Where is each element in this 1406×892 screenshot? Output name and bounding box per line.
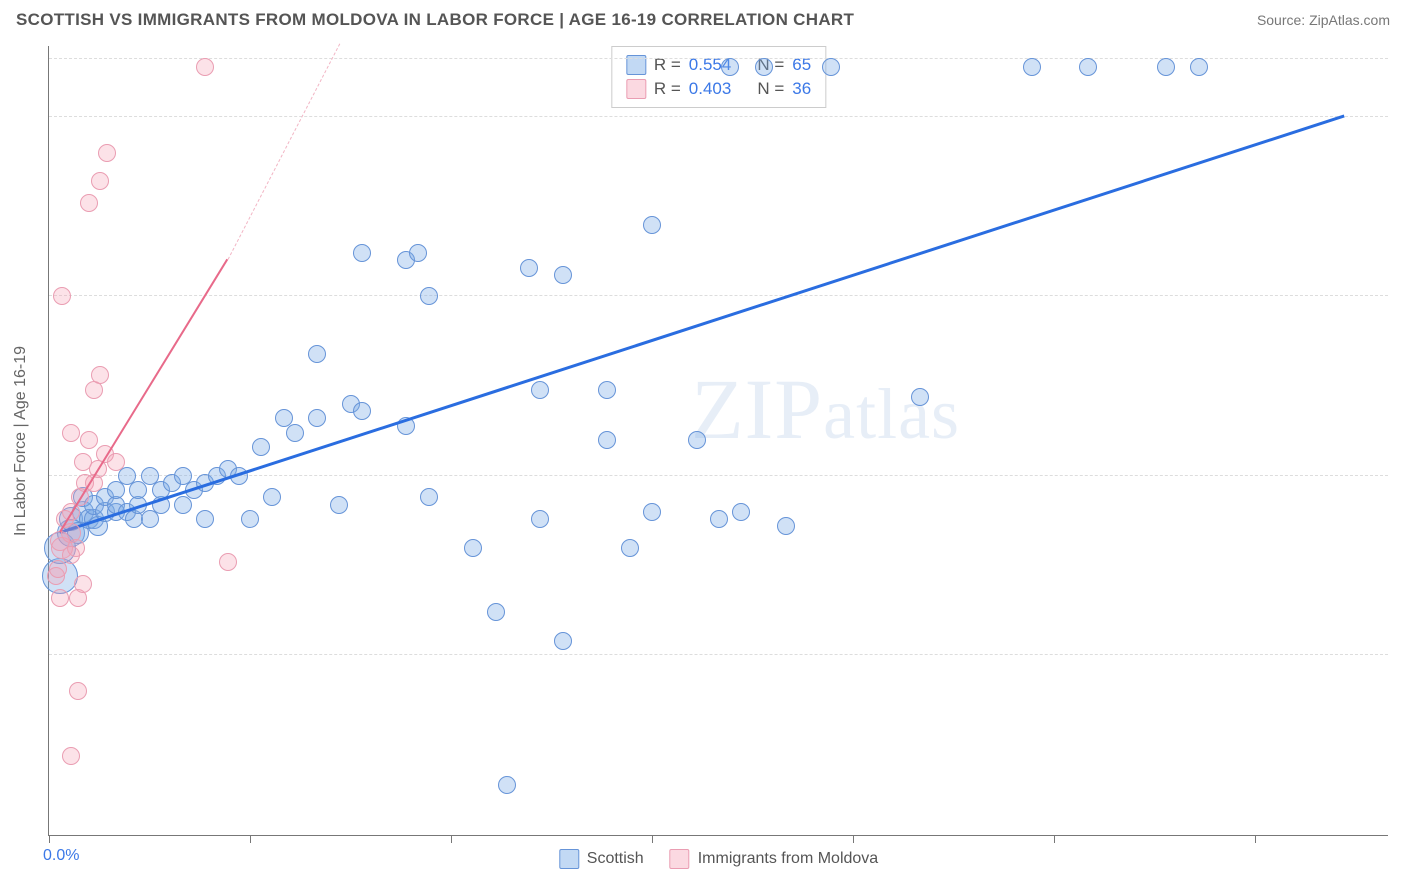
x-tick <box>49 835 50 843</box>
legend-series-label: Scottish <box>587 850 644 868</box>
x-tick <box>652 835 653 843</box>
legend-n-value: 36 <box>792 77 811 101</box>
data-point <box>520 259 538 277</box>
trend-line <box>60 114 1345 533</box>
data-point <box>498 776 516 794</box>
legend-r-value: 0.403 <box>689 77 732 101</box>
y-tick-label: 25.0% <box>1400 628 1406 646</box>
data-point <box>688 431 706 449</box>
data-point <box>49 560 67 578</box>
data-point <box>420 488 438 506</box>
gridline-h <box>49 295 1388 296</box>
data-point <box>74 575 92 593</box>
chart-title: SCOTTISH VS IMMIGRANTS FROM MOLDOVA IN L… <box>16 10 854 30</box>
data-point <box>286 424 304 442</box>
legend-bottom-item: Immigrants from Moldova <box>670 849 879 869</box>
legend-top-row: R =0.554N =65 <box>626 53 811 77</box>
legend-bottom-item: Scottish <box>559 849 644 869</box>
legend-r-label: R = <box>654 53 681 77</box>
data-point <box>911 388 929 406</box>
data-point <box>420 287 438 305</box>
legend-swatch <box>559 849 579 869</box>
data-point <box>51 589 69 607</box>
data-point <box>755 58 773 76</box>
data-point <box>554 266 572 284</box>
x-axis-max-label: 60.0% <box>1400 847 1406 865</box>
plot-area: In Labor Force | Age 16-19 ZIPatlas 0.0%… <box>48 46 1388 836</box>
legend-top: R =0.554N =65R = 0.403 N = 36 <box>611 46 826 108</box>
data-point <box>777 517 795 535</box>
data-point <box>252 438 270 456</box>
data-point <box>554 632 572 650</box>
data-point <box>107 453 125 471</box>
y-tick-label: 100.0% <box>1400 90 1406 108</box>
legend-series-label: Immigrants from Moldova <box>698 850 879 868</box>
x-tick <box>1255 835 1256 843</box>
data-point <box>464 539 482 557</box>
data-point <box>196 510 214 528</box>
data-point <box>308 409 326 427</box>
data-point <box>643 503 661 521</box>
x-tick <box>1054 835 1055 843</box>
gridline-h <box>49 58 1388 59</box>
trend-line <box>227 44 340 260</box>
data-point <box>353 244 371 262</box>
y-axis-label: In Labor Force | Age 16-19 <box>12 345 30 535</box>
data-point <box>1023 58 1041 76</box>
data-point <box>62 424 80 442</box>
data-point <box>62 747 80 765</box>
legend-top-row: R = 0.403 N = 36 <box>626 77 811 101</box>
x-tick <box>853 835 854 843</box>
gridline-h <box>49 116 1388 117</box>
legend-swatch <box>670 849 690 869</box>
data-point <box>80 194 98 212</box>
data-point <box>263 488 281 506</box>
legend-r-label: R = <box>654 77 681 101</box>
legend-bottom: Scottish Immigrants from Moldova <box>559 849 878 869</box>
plot-wrap: In Labor Force | Age 16-19 ZIPatlas 0.0%… <box>48 46 1388 836</box>
data-point <box>1079 58 1097 76</box>
data-point <box>822 58 840 76</box>
legend-n-label: N = <box>757 77 784 101</box>
legend-n-value: 65 <box>792 53 811 77</box>
source-label: Source: ZipAtlas.com <box>1257 12 1390 28</box>
data-point <box>62 546 80 564</box>
x-axis-min-label: 0.0% <box>43 847 79 865</box>
data-point <box>330 496 348 514</box>
data-point <box>98 144 116 162</box>
data-point <box>598 431 616 449</box>
data-point <box>732 503 750 521</box>
data-point <box>643 216 661 234</box>
data-point <box>91 366 109 384</box>
legend-swatch <box>626 79 646 99</box>
data-point <box>531 510 549 528</box>
watermark: ZIPatlas <box>691 359 960 459</box>
data-point <box>80 431 98 449</box>
data-point <box>69 682 87 700</box>
data-point <box>308 345 326 363</box>
data-point <box>621 539 639 557</box>
data-point <box>531 381 549 399</box>
data-point <box>598 381 616 399</box>
data-point <box>1157 58 1175 76</box>
gridline-h <box>49 654 1388 655</box>
x-tick <box>250 835 251 843</box>
data-point <box>721 58 739 76</box>
data-point <box>91 172 109 190</box>
data-point <box>710 510 728 528</box>
data-point <box>409 244 427 262</box>
data-point <box>241 510 259 528</box>
data-point <box>219 553 237 571</box>
data-point <box>1190 58 1208 76</box>
data-point <box>487 603 505 621</box>
x-tick <box>451 835 452 843</box>
data-point <box>353 402 371 420</box>
y-tick-label: 50.0% <box>1400 449 1406 467</box>
y-tick-label: 75.0% <box>1400 269 1406 287</box>
data-point <box>196 58 214 76</box>
title-bar: SCOTTISH VS IMMIGRANTS FROM MOLDOVA IN L… <box>0 0 1406 36</box>
data-point <box>53 287 71 305</box>
gridline-h <box>49 475 1388 476</box>
